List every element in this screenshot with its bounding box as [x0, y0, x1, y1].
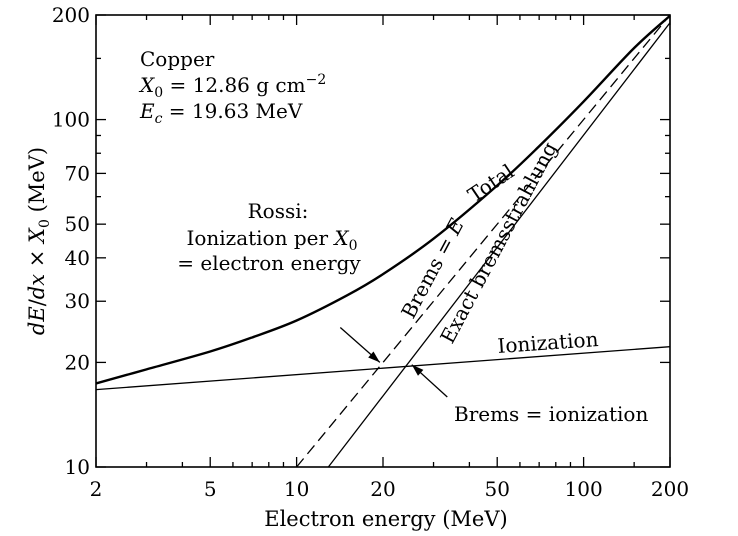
series-ionization	[95, 346, 671, 391]
critical-energy-label: Ec = 19.63 MeV	[139, 99, 303, 127]
x-tick-label: 5	[204, 477, 217, 501]
x-tick-label: 2	[90, 477, 103, 501]
rossi-line-3: = electron energy	[177, 251, 361, 275]
x-tick-label: 20	[370, 477, 395, 501]
y-tick-label: 200	[52, 3, 90, 27]
y-tick-label: 30	[65, 289, 90, 313]
series-total	[95, 14, 671, 385]
y-tick-label: 100	[52, 108, 90, 132]
y-tick-label: 40	[65, 246, 90, 270]
tick-layer: 2 5 10 20 50 100 200 10 20 30 40 50 70 100 200	[52, 3, 689, 501]
y-tick-label: 70	[65, 161, 90, 185]
x-tick-label: 100	[565, 477, 603, 501]
rossi-arrow	[339, 327, 381, 363]
label-brems-ionization: Brems = ionization	[454, 402, 648, 426]
rossi-line-1: Rossi:	[248, 199, 309, 223]
arrow-layer	[339, 327, 448, 398]
x-axis-label: Electron energy (MeV)	[264, 507, 507, 531]
x-tick-label: 10	[284, 477, 309, 501]
series-exact-bremsstrahlung	[327, 22, 671, 468]
brems-ionization-arrow	[411, 364, 448, 398]
series-brems-e	[296, 14, 671, 468]
rossi-note: Rossi: Ionization per X0 = electron ener…	[177, 199, 361, 275]
radiation-length-label: X0 = 12.86 g cm−2	[138, 72, 326, 101]
info-box: Copper X0 = 12.86 g cm−2 Ec = 19.63 MeV	[138, 47, 326, 127]
y-tick-label: 20	[65, 350, 90, 374]
x-tick-label: 50	[484, 477, 509, 501]
y-tick-label: 10	[65, 455, 90, 479]
y-tick-label: 50	[65, 212, 90, 236]
material-label: Copper	[140, 47, 215, 71]
x-tick-label: 200	[651, 477, 689, 501]
y-axis-label: dE/dx × X0 (MeV)	[25, 147, 53, 335]
series-layer	[95, 14, 671, 468]
rossi-line-2: Ionization per X0	[186, 226, 357, 254]
